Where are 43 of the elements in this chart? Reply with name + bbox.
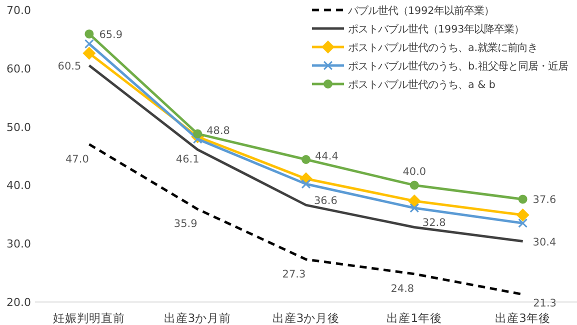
y-tick-label: 40.0 — [6, 179, 31, 192]
data-label: 27.3 — [282, 268, 306, 280]
point — [84, 39, 94, 48]
data-label: 65.9 — [99, 28, 123, 41]
y-tick-label: 60.0 — [6, 62, 31, 76]
legend-label: ポストバブル世代のうち、a.就業に前向き — [348, 42, 538, 54]
legend-label: ポストバブル世代（1993年以降卒業） — [348, 24, 524, 36]
data-label: 24.8 — [390, 282, 414, 295]
x-tick-label: 出産3か月前 — [164, 311, 232, 325]
y-tick-label: 70.0 — [6, 4, 31, 17]
point — [408, 194, 421, 208]
data-label: 36.6 — [314, 195, 338, 208]
y-tick-label: 30.0 — [6, 238, 31, 251]
data-label: 46.1 — [176, 154, 200, 166]
point — [302, 180, 310, 189]
point — [410, 203, 419, 212]
point — [84, 29, 94, 38]
legend-label: ポストバブル世代のうち、a & b — [348, 79, 496, 91]
x-tick-label: 出産1年後 — [386, 311, 442, 325]
legend-label: ポストバブル世代のうち、b.祖父母と同居・近居 — [348, 60, 568, 72]
data-label: 37.6 — [532, 194, 556, 206]
point — [193, 129, 202, 138]
legend-label: バブル世代（1992年以前卒業） — [347, 5, 494, 17]
data-label: 48.8 — [206, 124, 230, 137]
point — [302, 155, 310, 164]
data-label: 47.0 — [66, 153, 89, 166]
data-label: 21.3 — [533, 297, 556, 310]
data-label: 44.4 — [315, 150, 339, 163]
point — [410, 180, 419, 190]
data-label: 40.0 — [402, 166, 426, 178]
data-label: 32.8 — [422, 217, 446, 230]
data-label: 60.5 — [58, 60, 82, 72]
point — [518, 218, 528, 228]
point — [518, 194, 528, 204]
data-label: 30.4 — [532, 236, 556, 248]
data-label: 35.9 — [174, 218, 198, 230]
y-tick-label: 50.0 — [6, 120, 31, 134]
x-tick-label: 出産3年後 — [495, 311, 550, 325]
x-tick-label: 妊娠判明直前 — [53, 311, 126, 325]
y-tick-label: 20.0 — [6, 296, 31, 309]
x-tick-label: 出産3か月後 — [272, 311, 340, 325]
point — [82, 46, 96, 60]
point — [516, 208, 530, 222]
